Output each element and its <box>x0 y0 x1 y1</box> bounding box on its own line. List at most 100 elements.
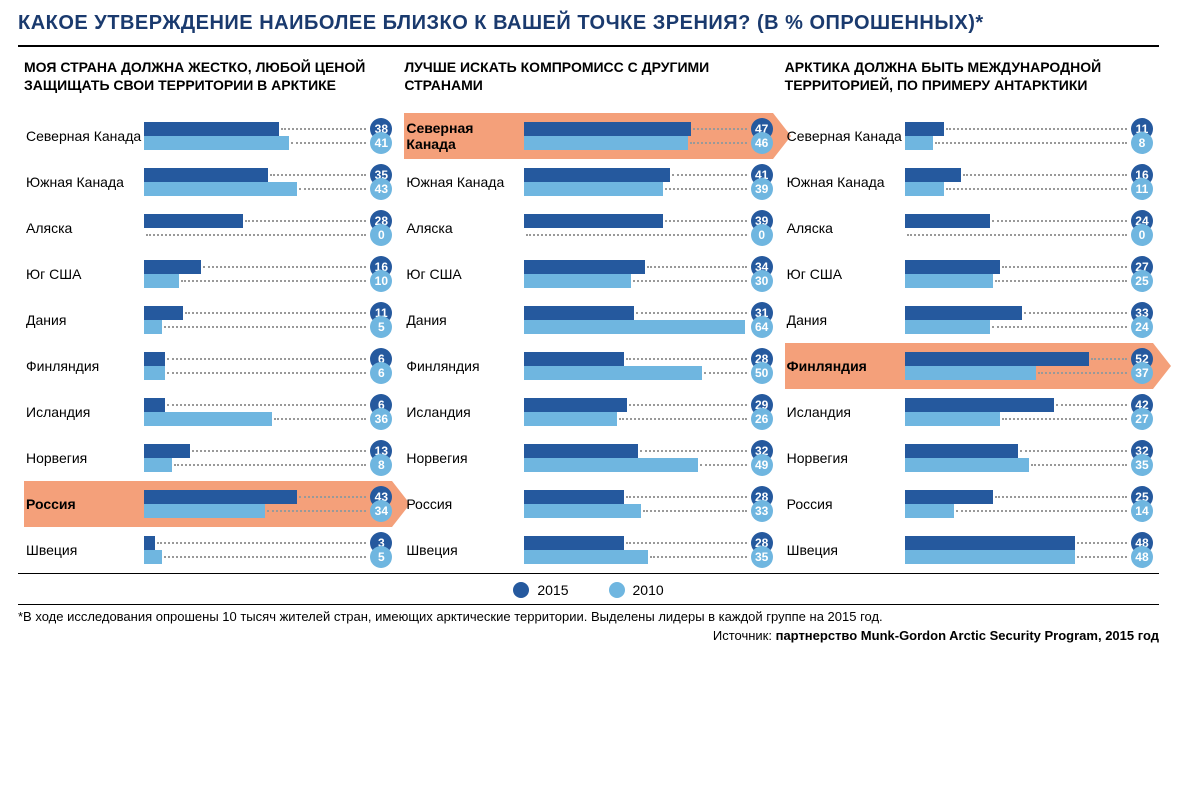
bar-line-2010: 33 <box>524 504 772 518</box>
bar-2015 <box>524 122 691 136</box>
data-row: Швеция4848 <box>785 527 1153 573</box>
leader-line <box>647 266 747 268</box>
bar-2010 <box>524 274 630 288</box>
value-badge-2010: 46 <box>751 132 773 154</box>
leader-line <box>1077 542 1127 544</box>
leader-line <box>164 556 367 558</box>
leader-line <box>992 220 1127 222</box>
bar-2015 <box>524 352 623 366</box>
bar-2015 <box>144 352 165 366</box>
bar-line-2015: 13 <box>144 444 392 458</box>
leader-line <box>633 280 747 282</box>
leader-line <box>267 510 367 512</box>
bar-2010 <box>144 320 162 334</box>
bars-area: 3543 <box>144 163 392 201</box>
data-row: Финляндия5237 <box>785 343 1153 389</box>
footnote: *В ходе исследования опрошены 10 тысяч ж… <box>18 605 1159 624</box>
data-row: Исландия4227 <box>785 389 1153 435</box>
data-row: Финляндия2850 <box>404 343 772 389</box>
bar-line-2010: 34 <box>144 504 392 518</box>
country-label: Юг США <box>24 266 144 282</box>
data-row: Дания115 <box>24 297 392 343</box>
country-label: Исландия <box>404 404 524 420</box>
value-badge-2010: 10 <box>370 270 392 292</box>
bars-area: 3430 <box>524 255 772 293</box>
bar-line-2010: 41 <box>144 136 392 150</box>
bar-2010 <box>905 320 990 334</box>
bar-2010 <box>905 182 944 196</box>
bar-line-2015: 28 <box>524 536 772 550</box>
data-row: Дания3324 <box>785 297 1153 343</box>
leader-line <box>1020 450 1127 452</box>
bars-area: 5237 <box>905 347 1153 385</box>
legend-label-2010: 2010 <box>633 582 664 598</box>
bar-2010 <box>524 412 616 426</box>
bar-line-2015: 28 <box>524 352 772 366</box>
value-badge-2010: 0 <box>1131 224 1153 246</box>
bar-2010 <box>144 412 272 426</box>
panel: ЛУЧШЕ ИСКАТЬ КОМПРОМИСС С ДРУГИМИ СТРАНА… <box>398 53 778 573</box>
bar-line-2010: 30 <box>524 274 772 288</box>
data-row: Финляндия66 <box>24 343 392 389</box>
leader-line <box>704 372 747 374</box>
bar-line-2010: 6 <box>144 366 392 380</box>
value-badge-2010: 30 <box>751 270 773 292</box>
value-badge-2010: 36 <box>370 408 392 430</box>
country-label: Аляска <box>785 220 905 236</box>
leader-line <box>693 128 747 130</box>
bar-2010 <box>144 136 289 150</box>
legend-item-2010: 2010 <box>609 582 664 598</box>
value-badge-2010: 0 <box>370 224 392 246</box>
leader-line <box>274 418 367 420</box>
legend-dot-2010 <box>609 582 625 598</box>
bar-line-2015: 42 <box>905 398 1153 412</box>
country-label: Аляска <box>404 220 524 236</box>
bar-line-2010: 35 <box>524 550 772 564</box>
country-label: Южная Канада <box>24 174 144 190</box>
bar-2010 <box>144 458 172 472</box>
country-label: Финляндия <box>785 358 905 374</box>
bar-line-2015: 34 <box>524 260 772 274</box>
leader-line <box>1002 266 1127 268</box>
bar-line-2015: 32 <box>524 444 772 458</box>
bar-line-2010: 11 <box>905 182 1153 196</box>
data-row: Северная Канада4746 <box>404 113 772 159</box>
value-badge-2010: 33 <box>751 500 773 522</box>
data-row: Северная Канада3841 <box>24 113 392 159</box>
bar-line-2010: 25 <box>905 274 1153 288</box>
bar-2015 <box>144 122 279 136</box>
bar-line-2015: 47 <box>524 122 772 136</box>
bar-2010 <box>524 320 744 334</box>
data-row: Юг США3430 <box>404 251 772 297</box>
leader-line <box>1091 358 1127 360</box>
leader-line <box>1024 312 1127 314</box>
bar-2010 <box>144 182 297 196</box>
bar-line-2015: 11 <box>905 122 1153 136</box>
bar-line-2010: 43 <box>144 182 392 196</box>
bar-2015 <box>144 536 155 550</box>
bar-2015 <box>144 398 165 412</box>
value-badge-2010: 37 <box>1131 362 1153 384</box>
data-row: Аляска390 <box>404 205 772 251</box>
value-badge-2010: 26 <box>751 408 773 430</box>
leader-line <box>270 174 366 176</box>
bar-2015 <box>524 168 669 182</box>
data-row: Исландия636 <box>24 389 392 435</box>
country-label: Норвегия <box>404 450 524 466</box>
bar-2010 <box>144 274 179 288</box>
bars-area: 115 <box>144 301 392 339</box>
bar-2015 <box>905 214 990 228</box>
value-badge-2010: 5 <box>370 546 392 568</box>
bar-2015 <box>905 168 962 182</box>
country-label: Дания <box>404 312 524 328</box>
bars-area: 4139 <box>524 163 772 201</box>
leader-line <box>1002 418 1127 420</box>
value-badge-2010: 39 <box>751 178 773 200</box>
bar-line-2015: 29 <box>524 398 772 412</box>
bar-2015 <box>144 306 183 320</box>
bar-2015 <box>524 306 634 320</box>
leader-line <box>690 142 747 144</box>
bar-line-2010: 39 <box>524 182 772 196</box>
bar-2010 <box>524 366 701 380</box>
bar-2010 <box>524 504 641 518</box>
